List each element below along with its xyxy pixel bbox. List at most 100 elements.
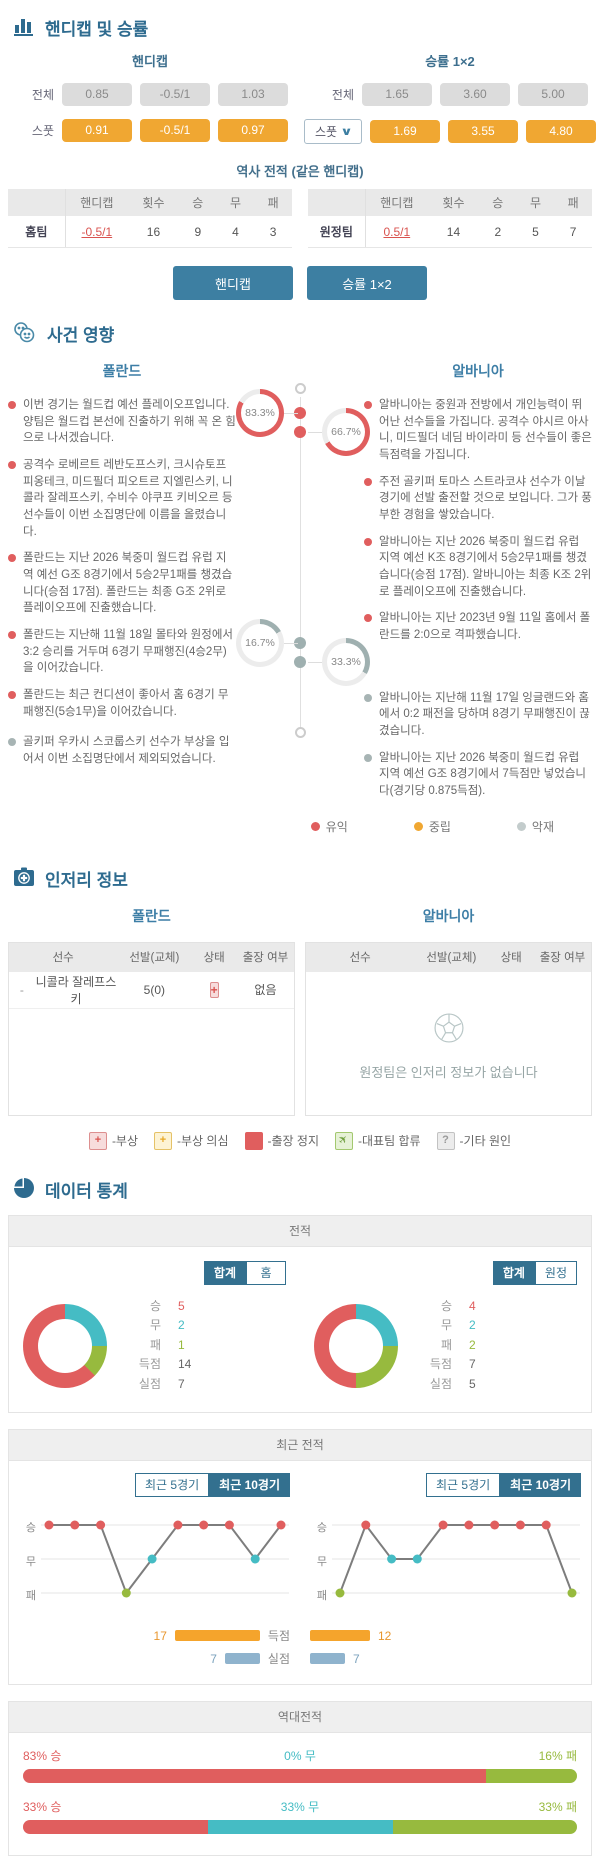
toggle-away[interactable]: 원정 xyxy=(534,1260,577,1285)
airplane-icon: ✈ xyxy=(335,1131,354,1150)
good-dot-icon xyxy=(8,691,16,700)
soccer-ball-icon xyxy=(433,1013,464,1043)
events-timeline: 83.3% 66.7% 16.7% 33.3% xyxy=(236,353,370,810)
conceded-bar xyxy=(224,1653,260,1665)
legend-neutral: 중립 xyxy=(413,818,451,835)
odds-value: 1.03 xyxy=(218,83,288,106)
toggle-last10[interactable]: 최근 10경기 xyxy=(209,1473,290,1498)
event-item: 이번 경기는 월드컵 예선 플레이오프입니다. 양팀은 월드컵 본선에 진출하기… xyxy=(8,397,236,447)
home-recent-toggle: 최근 5경기 최근 10경기 xyxy=(19,1473,290,1498)
first-aid-icon xyxy=(12,865,36,892)
good-dot-icon xyxy=(8,461,16,470)
panel-header: 역대전적 xyxy=(9,1702,591,1734)
table-row: 홈팀 -0.5/1 16 9 4 3 xyxy=(8,216,292,248)
home-results-linechart xyxy=(41,1509,290,1616)
away-bad-donut: 33.3% xyxy=(322,638,370,686)
home-record-donut xyxy=(23,1303,107,1388)
event-item: 공격수 로베르트 레반도프스키, 크시슈토프 피옹테크, 미드필더 피오트르 지… xyxy=(8,457,236,540)
toggle-total[interactable]: 합계 xyxy=(492,1260,535,1285)
section-title: 인저리 정보 xyxy=(45,870,128,890)
away-events-column: 알바니아 알바니아는 중원과 전방에서 개인능력이 뛰어난 선수들을 가집니다.… xyxy=(364,353,592,810)
bad-dot-icon xyxy=(364,693,372,702)
away-history-table: 핸디캡 횟수 승 무 패 원정팀 0.5/1 14 2 5 7 xyxy=(308,189,592,248)
event-item: 골키퍼 우카시 스코룹스키 선수가 부상을 입어서 이번 소집명단에서 제외되었… xyxy=(8,734,236,767)
connector xyxy=(284,413,298,414)
table-header: 핸디캡 횟수 승 무 패 xyxy=(308,189,592,216)
toggle-home[interactable]: 홈 xyxy=(246,1260,286,1285)
history-buttons: 핸디캡 승률 1×2 xyxy=(0,266,600,300)
timeline-end-node xyxy=(295,727,306,738)
connector xyxy=(308,432,322,433)
home-goal-bars: 17 득점 7 실점 xyxy=(153,1628,290,1667)
h2h-row: 83% 승 0% 무 16% 패 xyxy=(23,1747,577,1784)
table-row: 원정팀 0.5/1 14 2 5 7 xyxy=(308,216,592,248)
goals-bar xyxy=(174,1630,260,1642)
faces-icon xyxy=(12,320,38,347)
away-good-donut: 66.7% xyxy=(322,408,370,456)
injury-section: 인저리 정보 폴란드 선수 선발(교체) 상태 출장 여부 - 니콜라 잘레프스… xyxy=(0,851,600,1150)
goals-bar xyxy=(310,1630,370,1642)
injury-status-icon: + xyxy=(209,981,219,998)
h2h-bar xyxy=(23,1820,577,1835)
odds-value: 0.97 xyxy=(218,119,288,142)
good-dot-icon xyxy=(310,821,320,831)
handicap-row-spot: 스풋 0.91 -0.5/1 0.97 xyxy=(12,119,288,142)
home-team-name: 폴란드 xyxy=(132,907,171,924)
event-item: 알바니아는 지난 2023년 9월 11일 홈에서 폴란드를 2:0으로 격파했… xyxy=(364,610,592,643)
timeline-dot-home-bad xyxy=(294,637,306,649)
handicap-link[interactable]: 0.5/1 xyxy=(383,224,411,239)
toggle-last10[interactable]: 최근 10경기 xyxy=(500,1473,581,1498)
bookmaker-select[interactable]: 스풋 ∨ xyxy=(304,119,362,144)
legend-other: ? -기타 원인 xyxy=(436,1131,511,1150)
section-title: 데이터 통계 xyxy=(45,1181,128,1201)
legend-injury: + -부상 xyxy=(88,1131,138,1150)
doubt-plus-icon: + xyxy=(154,1131,173,1150)
legend-good: 유익 xyxy=(310,818,348,835)
question-icon: ? xyxy=(436,1131,455,1150)
h2h-row: 33% 승 33% 무 33% 패 xyxy=(23,1798,577,1835)
away-goal-bars: 12 7 xyxy=(310,1624,581,1670)
h2h-panel: 역대전적 83% 승 0% 무 16% 패 33% 승 33% 무 33% 패 xyxy=(8,1701,592,1857)
good-dot-icon xyxy=(364,537,372,546)
suspended-icon xyxy=(244,1131,263,1150)
away-team-name: 알바니아 xyxy=(452,363,504,379)
attendance: 없음 xyxy=(254,983,277,998)
toggle-total[interactable]: 합계 xyxy=(203,1260,246,1285)
home-record-toggle: 합계 홈 xyxy=(23,1260,286,1285)
home-good-donut: 83.3% xyxy=(236,389,284,437)
chevron-down-icon: ∨ xyxy=(340,126,353,138)
bad-dot-icon xyxy=(516,821,526,831)
connector xyxy=(284,643,298,644)
appearances: 5(0) xyxy=(143,982,165,997)
home-bad-donut: 16.7% xyxy=(236,619,284,667)
good-dot-icon xyxy=(8,401,16,409)
handicap-title: 핸디캡 xyxy=(132,54,168,69)
events-section: 사건 영향 폴란드 이번 경기는 월드컵 예선 플레이오프입니다. 양팀은 월드… xyxy=(0,306,600,851)
toggle-last5[interactable]: 최근 5경기 xyxy=(134,1473,210,1498)
timeline-start-node xyxy=(295,383,306,394)
legend-suspended: -출장 정지 xyxy=(244,1131,319,1150)
page-title: 핸디캡 및 승률 xyxy=(45,20,149,39)
winrate-button[interactable]: 승률 1×2 xyxy=(307,266,427,300)
bad-dot-icon xyxy=(8,738,16,747)
home-injury-panel: 폴란드 선수 선발(교체) 상태 출장 여부 - 니콜라 잘레프스키 5(0) … xyxy=(8,898,295,1116)
away-results-linechart xyxy=(332,1509,581,1616)
odds-section: 핸디캡 및 승률 핸디캡 전체 0.85 -0.5/1 1.03 스풋 0.91… xyxy=(0,0,600,300)
away-record-donut xyxy=(314,1303,398,1388)
handicap-button[interactable]: 핸디캡 xyxy=(173,266,293,300)
odds-value: 4.80 xyxy=(526,120,596,143)
player-name: 니콜라 잘레프스키 xyxy=(35,974,117,1006)
toggle-last5[interactable]: 최근 5경기 xyxy=(425,1473,501,1498)
event-item: 알바니아는 지난해 11월 17일 잉글랜드와 홈에서 0:2 패전을 당하며 … xyxy=(364,690,592,740)
odds-value: 3.55 xyxy=(448,120,518,143)
pie-chart-icon xyxy=(12,1176,36,1203)
home-history-table: 핸디캡 횟수 승 무 패 홈팀 -0.5/1 16 9 4 3 xyxy=(8,189,292,248)
bookmaker-select-value: 스풋 xyxy=(314,125,338,139)
odds-value: 0.85 xyxy=(62,83,132,106)
conceded-bar xyxy=(310,1653,345,1665)
handicap-link[interactable]: -0.5/1 xyxy=(81,224,113,239)
handicap-odds: 핸디캡 전체 0.85 -0.5/1 1.03 스풋 0.91 -0.5/1 0… xyxy=(0,51,300,144)
